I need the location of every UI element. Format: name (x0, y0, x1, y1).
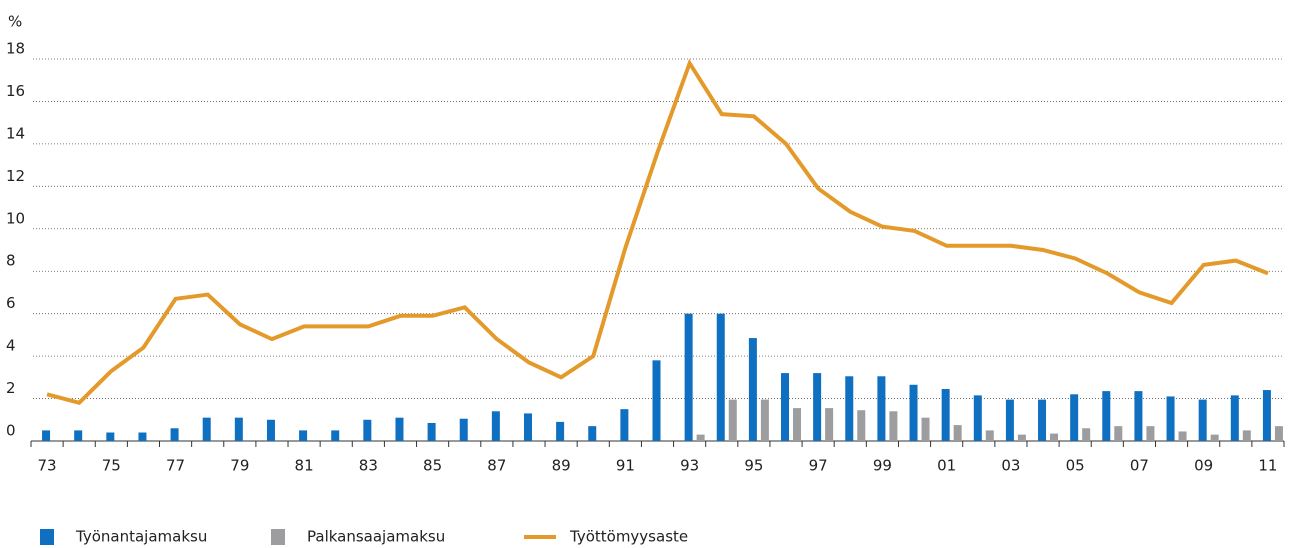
x-tick-label: 87 (487, 457, 506, 475)
x-tick-label: 79 (230, 457, 249, 475)
bar (234, 417, 243, 441)
x-tick-label: 03 (1001, 457, 1020, 475)
x-tick-label: 95 (744, 457, 763, 475)
y-tick-label: 4 (6, 337, 16, 355)
bar (1274, 426, 1283, 441)
y-axis-label: % (8, 13, 22, 31)
bar (813, 373, 822, 441)
x-tick-label: 01 (937, 457, 956, 475)
x-tick-label: 85 (423, 457, 442, 475)
bar (748, 338, 757, 441)
x-tick-label: 83 (359, 457, 378, 475)
x-tick-label: 05 (1066, 457, 1085, 475)
legend-label: Palkansaajamaksu (307, 528, 445, 546)
bar (760, 399, 769, 441)
bar (1198, 399, 1207, 441)
bar (973, 395, 982, 441)
x-tick-label: 11 (1258, 457, 1277, 475)
bar (1050, 433, 1059, 441)
x-tick-label: 73 (38, 457, 57, 475)
bar (877, 376, 886, 441)
bar (652, 360, 661, 441)
bar (1070, 394, 1079, 441)
bar (1210, 434, 1219, 441)
bar (395, 417, 404, 441)
legend-label: Työnantajamaksu (75, 528, 207, 546)
bar (620, 409, 629, 441)
bar (1178, 431, 1187, 441)
bar (556, 421, 565, 441)
y-tick-label: 8 (6, 252, 16, 270)
bar (781, 373, 790, 441)
bar (491, 411, 500, 441)
bar (1242, 430, 1251, 441)
bar (1114, 426, 1123, 441)
y-tick-label: 14 (6, 124, 25, 142)
bar (1038, 399, 1047, 441)
y-tick-label: 18 (6, 40, 25, 58)
bar (331, 430, 340, 441)
y-tick-label: 6 (6, 294, 16, 312)
x-tick-label: 09 (1194, 457, 1213, 475)
bar (728, 399, 737, 441)
bar (1082, 428, 1091, 441)
y-tick-label: 10 (6, 209, 25, 227)
bar (266, 419, 275, 441)
bar (941, 389, 950, 441)
bar (427, 422, 436, 441)
x-tick-label: 77 (166, 457, 185, 475)
bar (845, 376, 854, 441)
bar (202, 417, 211, 441)
bar (1166, 396, 1175, 441)
x-tick-label: 97 (809, 457, 828, 475)
y-tick-label: 0 (6, 422, 16, 440)
x-tick-label: 93 (680, 457, 699, 475)
bar (459, 418, 468, 441)
bar (857, 410, 866, 441)
x-tick-label: 89 (552, 457, 571, 475)
bar (170, 428, 179, 441)
y-tick-label: 16 (6, 82, 25, 100)
y-tick-label: 2 (6, 379, 16, 397)
bar (793, 408, 802, 441)
bar (696, 434, 705, 441)
bar (953, 425, 962, 441)
bar (106, 432, 115, 441)
bar (985, 430, 994, 441)
legend-label: Työttömyysaste (569, 528, 688, 546)
bar (921, 417, 930, 441)
line (46, 58, 1269, 406)
bar (1230, 395, 1239, 441)
bar (1005, 399, 1014, 441)
x-tick-label: 99 (873, 457, 892, 475)
bar (1102, 391, 1111, 441)
bar (1017, 434, 1026, 441)
bar (74, 430, 83, 441)
bar (299, 430, 308, 441)
legend-swatch (271, 529, 285, 545)
bar (825, 408, 834, 441)
x-tick-label: 81 (295, 457, 314, 475)
bar (1262, 390, 1271, 441)
bar (138, 432, 147, 441)
x-tick-label: 07 (1130, 457, 1149, 475)
x-tick-label: 91 (616, 457, 635, 475)
bar (363, 419, 372, 441)
legend-swatch (40, 529, 54, 545)
bar (588, 426, 597, 441)
bar (716, 313, 725, 441)
y-tick-label: 12 (6, 167, 25, 185)
bar (523, 413, 532, 441)
x-tick-label: 75 (102, 457, 121, 475)
bar (42, 430, 51, 441)
bar (909, 384, 918, 441)
bar (684, 313, 693, 441)
bar (1146, 426, 1155, 441)
bar (889, 411, 898, 441)
bar (1134, 391, 1143, 441)
